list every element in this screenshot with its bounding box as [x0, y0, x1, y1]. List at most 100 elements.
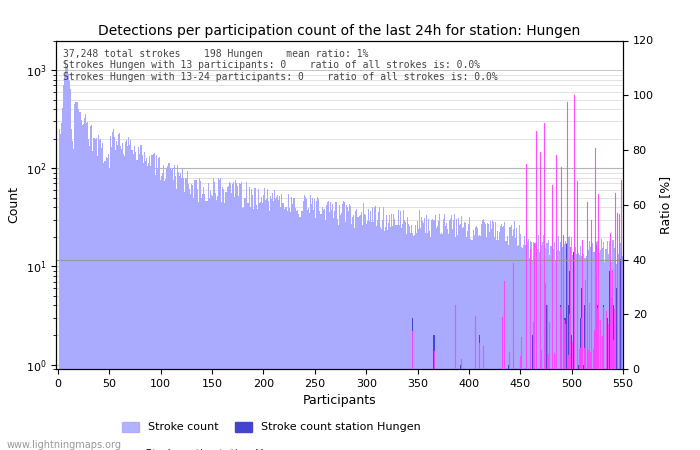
Bar	[265, 200, 266, 450]
Bar	[328, 201, 329, 450]
Bar	[319, 212, 321, 450]
Bar	[119, 133, 120, 450]
Bar	[501, 224, 503, 450]
Bar	[241, 182, 242, 450]
Bar	[585, 256, 587, 450]
Bar	[461, 216, 462, 450]
Bar	[414, 234, 415, 450]
Bar	[321, 207, 323, 450]
Bar	[526, 246, 527, 450]
Bar	[342, 204, 343, 450]
Bar	[412, 318, 413, 450]
Bar	[323, 209, 325, 450]
Bar	[421, 217, 422, 450]
Bar	[567, 237, 568, 450]
Title: Detections per participation count of the last 24h for station: Hungen: Detections per participation count of th…	[99, 24, 580, 38]
Bar	[575, 247, 576, 450]
Bar	[536, 246, 537, 450]
Bar	[142, 155, 143, 450]
Bar	[63, 85, 64, 450]
Bar	[564, 244, 565, 450]
Bar	[356, 209, 358, 450]
Bar	[446, 223, 447, 450]
Bar	[426, 216, 427, 450]
Bar	[242, 207, 244, 450]
Bar	[84, 118, 85, 450]
Bar	[229, 182, 230, 450]
Bar	[496, 240, 497, 450]
Bar	[83, 124, 84, 450]
Bar	[275, 199, 276, 450]
Bar	[543, 235, 545, 450]
Bar	[139, 154, 140, 450]
Bar	[293, 198, 294, 450]
Bar	[256, 205, 257, 450]
Bar	[604, 262, 605, 450]
Bar	[226, 192, 227, 450]
Bar	[351, 225, 352, 450]
Bar	[227, 187, 228, 450]
Bar	[565, 318, 566, 450]
Bar	[613, 240, 615, 450]
Bar	[550, 246, 551, 450]
Bar	[274, 190, 275, 450]
Bar	[512, 229, 514, 450]
Bar	[199, 178, 200, 450]
Bar	[374, 207, 375, 450]
Bar	[350, 206, 351, 450]
Bar	[598, 258, 599, 450]
Bar	[591, 245, 592, 450]
Bar	[146, 158, 147, 450]
Bar	[383, 207, 384, 450]
Bar	[134, 152, 136, 450]
Bar	[182, 169, 183, 450]
Bar	[499, 232, 500, 450]
Bar	[402, 210, 404, 450]
Bar	[337, 219, 338, 450]
Bar	[250, 207, 251, 450]
Bar	[558, 236, 559, 450]
Bar	[475, 226, 477, 450]
Bar	[224, 203, 225, 450]
Bar	[316, 201, 317, 450]
Bar	[155, 175, 156, 450]
Bar	[85, 114, 86, 450]
Bar	[296, 211, 297, 450]
Bar	[77, 102, 78, 450]
Bar	[72, 141, 73, 450]
Bar	[455, 237, 456, 450]
Bar	[103, 163, 104, 450]
Bar	[352, 217, 354, 450]
Bar	[79, 112, 80, 450]
Bar	[520, 364, 521, 450]
Bar	[312, 198, 314, 450]
Bar	[610, 261, 611, 450]
Bar	[273, 202, 274, 450]
Bar	[309, 213, 310, 450]
Bar	[370, 211, 371, 450]
Bar	[152, 155, 153, 450]
Bar	[101, 148, 102, 450]
Bar	[607, 318, 608, 450]
Bar	[173, 180, 174, 450]
Bar	[466, 238, 468, 450]
Bar	[264, 189, 265, 450]
Bar	[596, 242, 597, 450]
Y-axis label: Ratio [%]: Ratio [%]	[659, 176, 673, 234]
Bar	[560, 306, 561, 450]
Bar	[272, 193, 273, 450]
Bar	[266, 198, 267, 450]
Bar	[258, 189, 259, 450]
Bar	[569, 236, 570, 450]
Bar	[188, 184, 189, 450]
Bar	[420, 228, 421, 450]
Bar	[547, 240, 549, 450]
Bar	[97, 135, 99, 450]
Bar	[424, 218, 426, 450]
Bar	[541, 245, 542, 450]
Bar	[596, 276, 597, 450]
Bar	[622, 256, 624, 450]
Bar	[149, 156, 150, 450]
Bar	[503, 225, 505, 450]
Bar	[459, 225, 460, 450]
